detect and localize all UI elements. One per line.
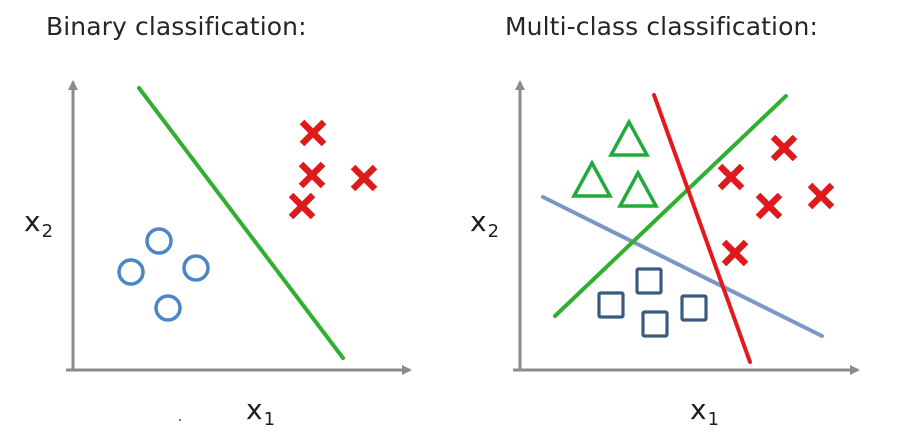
cross-marker <box>350 164 378 192</box>
left-y-axis-label-subscript: 2 <box>41 221 54 242</box>
cross-marker <box>717 163 745 191</box>
left-x-axis-label-subscript: 1 <box>263 409 276 430</box>
class-triangles-group <box>571 118 659 208</box>
right-y-axis-label: x2 <box>470 208 499 241</box>
multiclass-boundary-blue <box>541 195 824 338</box>
square-marker <box>680 294 708 322</box>
circle-marker <box>154 294 182 322</box>
left-x-axis-label: x1 <box>246 396 275 429</box>
left-y-axis-label-main: x <box>24 205 41 238</box>
circle-marker <box>182 254 210 282</box>
square-marker <box>597 291 625 319</box>
circle-marker <box>145 227 173 255</box>
square-marker <box>641 310 669 338</box>
right-y-axis-label-main: x <box>470 205 487 238</box>
multiclass-boundary-green <box>553 94 788 318</box>
triangle-marker <box>617 169 659 208</box>
binary-classification-title: Binary classification: <box>46 12 307 41</box>
cross-marker <box>299 119 327 147</box>
left-x-axis-label-main: x <box>246 393 263 426</box>
cross-marker <box>770 134 798 162</box>
class-crosses-group-right <box>717 134 835 267</box>
cross-marker <box>298 161 326 189</box>
circle-marker <box>117 258 145 286</box>
binary-classification-panel <box>66 80 412 422</box>
class-squares-group <box>597 267 708 338</box>
class-circles-group <box>117 227 210 322</box>
square-marker <box>635 267 663 295</box>
right-x-axis-label: x1 <box>690 396 719 429</box>
multiclass-classification-title: Multi-class classification: <box>505 12 818 41</box>
cross-marker <box>721 239 749 267</box>
triangle-marker <box>608 118 650 157</box>
cross-marker <box>288 192 316 220</box>
left-y-axis-label: x2 <box>24 208 53 241</box>
class-crosses-group <box>288 119 378 220</box>
binary-decision-boundary <box>137 86 345 360</box>
multiclass-classification-panel <box>513 80 860 375</box>
multiclass-boundary-red <box>652 93 752 364</box>
cross-marker <box>755 192 783 220</box>
right-x-axis-label-main: x <box>690 393 707 426</box>
cross-marker <box>807 182 835 210</box>
right-x-axis-label-subscript: 1 <box>707 409 720 430</box>
right-y-axis-label-subscript: 2 <box>487 221 500 242</box>
triangle-marker <box>571 159 613 198</box>
stray-dot <box>178 418 182 422</box>
